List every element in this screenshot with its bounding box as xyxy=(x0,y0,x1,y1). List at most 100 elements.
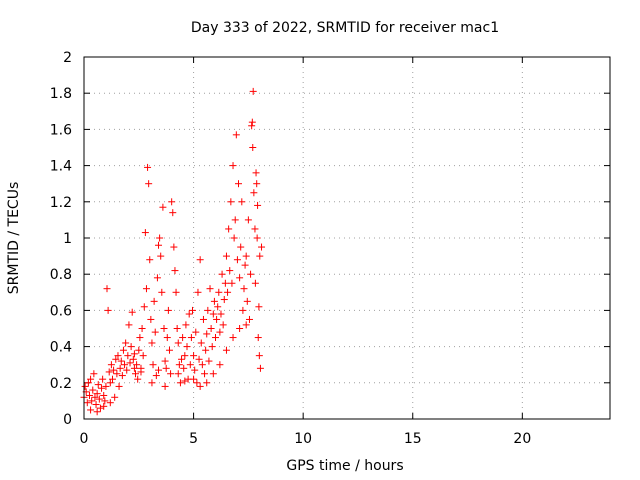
data-point xyxy=(203,330,211,338)
data-point xyxy=(190,352,198,360)
data-point xyxy=(186,361,194,369)
data-point xyxy=(134,375,142,383)
chart-title: Day 333 of 2022, SRMTID for receiver mac… xyxy=(191,20,499,36)
data-point xyxy=(136,334,144,342)
data-point xyxy=(187,334,195,342)
data-point xyxy=(241,261,249,269)
data-point xyxy=(242,321,250,329)
grid-lines xyxy=(84,57,610,419)
data-point xyxy=(195,355,203,363)
data-point xyxy=(164,306,172,314)
data-point xyxy=(155,366,163,374)
data-point xyxy=(118,372,126,380)
data-point xyxy=(125,321,133,329)
data-point xyxy=(180,364,188,372)
data-point xyxy=(161,382,169,390)
y-tick-label: 0.4 xyxy=(50,340,72,356)
data-point xyxy=(140,303,148,311)
data-point xyxy=(100,402,108,410)
data-point xyxy=(93,408,101,416)
data-point xyxy=(87,406,95,414)
data-point xyxy=(126,359,134,367)
data-point xyxy=(156,234,164,242)
data-point xyxy=(248,122,256,130)
data-point xyxy=(233,256,241,264)
data-point xyxy=(253,180,261,188)
data-point xyxy=(169,209,177,217)
data-point xyxy=(129,355,137,363)
y-tick-label: 0.6 xyxy=(50,303,72,319)
data-point xyxy=(226,267,234,275)
data-point xyxy=(216,361,224,369)
tick-labels: 00.20.40.60.811.21.41.61.820 5 10 15 20 xyxy=(50,50,532,447)
data-point xyxy=(254,334,262,342)
data-point xyxy=(216,328,224,336)
data-point xyxy=(225,225,233,233)
data-point xyxy=(87,375,95,383)
data-point xyxy=(214,303,222,311)
data-point xyxy=(213,315,221,323)
data-point xyxy=(258,243,266,251)
data-point xyxy=(205,357,213,365)
data-point xyxy=(252,169,260,177)
data-point xyxy=(101,397,109,405)
data-point xyxy=(168,198,176,206)
data-point xyxy=(148,379,156,387)
data-point xyxy=(90,370,98,378)
data-point xyxy=(232,131,240,139)
data-point xyxy=(127,343,135,351)
data-point xyxy=(98,384,106,392)
data-point xyxy=(115,382,123,390)
y-axis-label: SRMTID / TECUs xyxy=(6,182,22,295)
data-point xyxy=(92,401,100,409)
data-point xyxy=(95,395,103,403)
data-point xyxy=(88,397,96,405)
data-point xyxy=(81,382,89,390)
data-point xyxy=(119,346,127,354)
data-point xyxy=(255,352,263,360)
data-point xyxy=(192,328,200,336)
data-point xyxy=(174,370,182,378)
x-tick-label: 10 xyxy=(294,431,312,447)
data-point xyxy=(198,361,206,369)
data-point xyxy=(142,285,150,293)
data-point xyxy=(149,361,157,369)
data-point xyxy=(243,297,251,305)
data-point xyxy=(181,352,189,360)
data-points xyxy=(80,87,266,416)
data-point xyxy=(161,357,169,365)
data-point xyxy=(222,252,230,260)
data-point xyxy=(130,350,138,358)
y-tick-label: 1.6 xyxy=(50,122,72,138)
data-point xyxy=(239,306,247,314)
x-tick-label: 0 xyxy=(80,431,89,447)
data-point xyxy=(229,334,237,342)
y-tick-label: 1.2 xyxy=(50,195,72,211)
data-point xyxy=(103,285,111,293)
data-point xyxy=(85,391,93,399)
data-point xyxy=(236,274,244,282)
data-point xyxy=(137,368,145,376)
data-point xyxy=(231,216,239,224)
data-point xyxy=(171,267,179,275)
data-point xyxy=(100,391,108,399)
data-point xyxy=(133,361,141,369)
data-point xyxy=(220,296,228,304)
y-tick-label: 0.2 xyxy=(50,376,72,392)
data-point xyxy=(215,288,223,296)
data-point xyxy=(251,225,259,233)
data-point xyxy=(249,87,257,95)
y-tick-label: 1.8 xyxy=(50,86,72,102)
data-point xyxy=(249,144,257,151)
data-point xyxy=(116,364,124,372)
data-point xyxy=(173,325,181,332)
data-point xyxy=(122,339,130,347)
data-point xyxy=(83,399,91,407)
data-point xyxy=(123,366,131,374)
data-point xyxy=(89,386,97,394)
data-point xyxy=(153,274,161,282)
data-point xyxy=(146,256,154,264)
data-point xyxy=(145,180,153,188)
data-point xyxy=(191,366,199,374)
data-point xyxy=(135,346,143,354)
